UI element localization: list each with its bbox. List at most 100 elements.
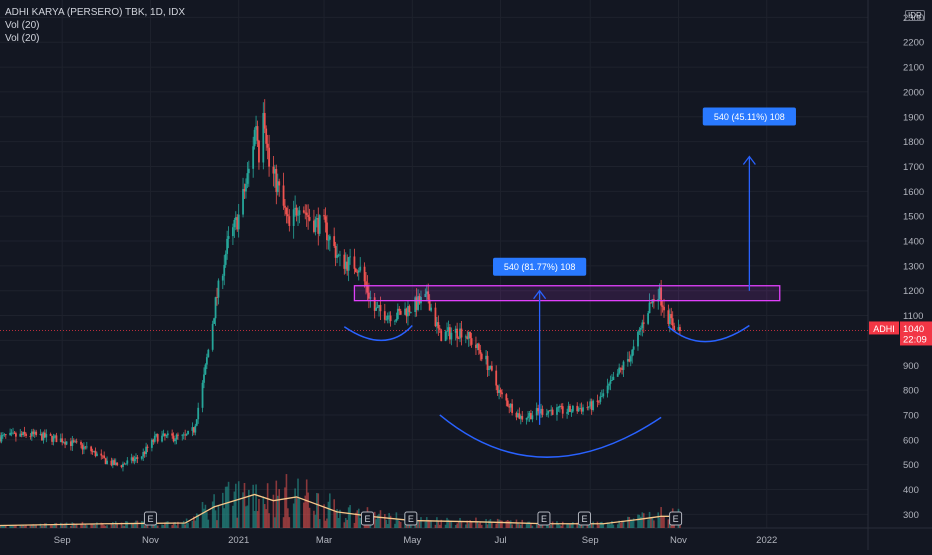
volume-bar — [152, 524, 155, 528]
measure-left-arrowhead — [533, 289, 547, 300]
volume-bar — [246, 505, 249, 528]
volume-bar — [221, 492, 224, 528]
volume-bar — [476, 521, 479, 528]
candle-body — [598, 401, 600, 403]
candle-body — [556, 407, 558, 415]
measure-right-label-box — [702, 107, 796, 126]
volume-bar — [282, 517, 285, 528]
candle-body — [308, 216, 311, 221]
candle-body — [286, 214, 289, 217]
volume-bar — [65, 522, 68, 528]
chart-legend: ADHI KARYA (PERSERO) TBK, 1D, IDX Vol (2… — [5, 6, 185, 45]
y-tick-label: 2100 — [903, 63, 924, 74]
candle-body — [245, 183, 247, 192]
volume-bar — [206, 512, 208, 528]
volume-bar — [74, 524, 77, 528]
candle-body — [668, 314, 671, 324]
volume-bar — [498, 519, 500, 528]
volume-bar — [253, 510, 256, 528]
candle-body — [558, 405, 561, 408]
volume-bar — [113, 524, 116, 528]
volume-bar — [120, 522, 123, 528]
y-tick-label: 1400 — [903, 237, 924, 248]
volume-bar — [488, 520, 490, 528]
volume-bar — [592, 521, 594, 528]
candle-body — [606, 385, 609, 394]
candle-body — [22, 431, 25, 436]
volume-bar — [116, 522, 118, 528]
earnings-marker-text: E — [541, 514, 547, 524]
volume-bar — [201, 502, 204, 528]
volume-bar — [288, 517, 291, 528]
candle-body — [155, 434, 158, 436]
candle-body — [336, 255, 338, 258]
candle-body — [203, 374, 205, 383]
volume-bar — [438, 524, 441, 528]
candle-body — [10, 432, 13, 434]
candle-body — [278, 181, 281, 186]
candle-body — [602, 393, 605, 397]
symbol-title: ADHI KARYA (PERSERO) TBK, 1D, IDX — [5, 7, 186, 18]
candle-body — [236, 217, 239, 230]
volume-bar — [531, 525, 534, 528]
candle-body — [434, 307, 437, 327]
candle-body — [253, 129, 256, 147]
volume-bar — [334, 511, 337, 528]
volume-bar — [181, 522, 184, 528]
volume-bar — [434, 524, 437, 528]
volume-bar — [316, 493, 318, 528]
candle-body — [30, 431, 33, 437]
volume-bar — [177, 521, 179, 528]
candle-body — [234, 217, 237, 220]
volume-bar — [355, 512, 357, 528]
candle-body — [671, 318, 674, 326]
volume-bar — [599, 522, 602, 528]
y-tick-label: 2000 — [903, 87, 924, 98]
candle-body — [337, 254, 340, 256]
candle-body — [618, 367, 621, 374]
volume-bar — [103, 525, 105, 528]
candle-body — [378, 304, 380, 308]
volume-bar — [2, 525, 4, 528]
candle-body — [561, 406, 564, 414]
volume-bar — [32, 524, 35, 528]
volume-bar — [596, 521, 599, 528]
volume-bar — [216, 520, 218, 528]
candle-body — [302, 210, 305, 213]
candle-body — [415, 297, 418, 310]
candle-body — [143, 451, 146, 455]
volume-bar — [52, 525, 55, 528]
volume-bar — [317, 493, 320, 528]
candle-body — [632, 346, 635, 350]
volume-bar — [266, 483, 269, 528]
volume-bar — [496, 518, 499, 528]
volume-bar — [657, 512, 660, 528]
volume-bar — [292, 503, 295, 528]
candle-body — [207, 349, 210, 358]
volume-bar — [470, 521, 473, 528]
candle-body — [521, 416, 524, 420]
candle-body — [394, 320, 396, 322]
volume-bar — [619, 523, 622, 528]
volume-bar — [59, 522, 62, 528]
candle-body — [133, 459, 136, 462]
volume-bar — [122, 525, 124, 528]
candle-body — [498, 389, 500, 393]
volume-bar — [456, 523, 458, 528]
y-tick-label: 400 — [903, 485, 919, 496]
candle-body — [527, 416, 529, 418]
volume-bar — [191, 520, 194, 528]
volume-bar — [86, 525, 88, 528]
candle-body — [569, 405, 571, 412]
volume-bar — [389, 515, 392, 528]
candle-body — [265, 128, 268, 144]
candle-body — [567, 405, 570, 413]
x-tick-label: Sep — [582, 535, 599, 546]
volume-bar — [140, 521, 143, 528]
volume-bar — [501, 520, 503, 528]
volume-bar — [294, 488, 296, 528]
candle-body — [221, 275, 224, 281]
volume-bar — [275, 480, 278, 528]
